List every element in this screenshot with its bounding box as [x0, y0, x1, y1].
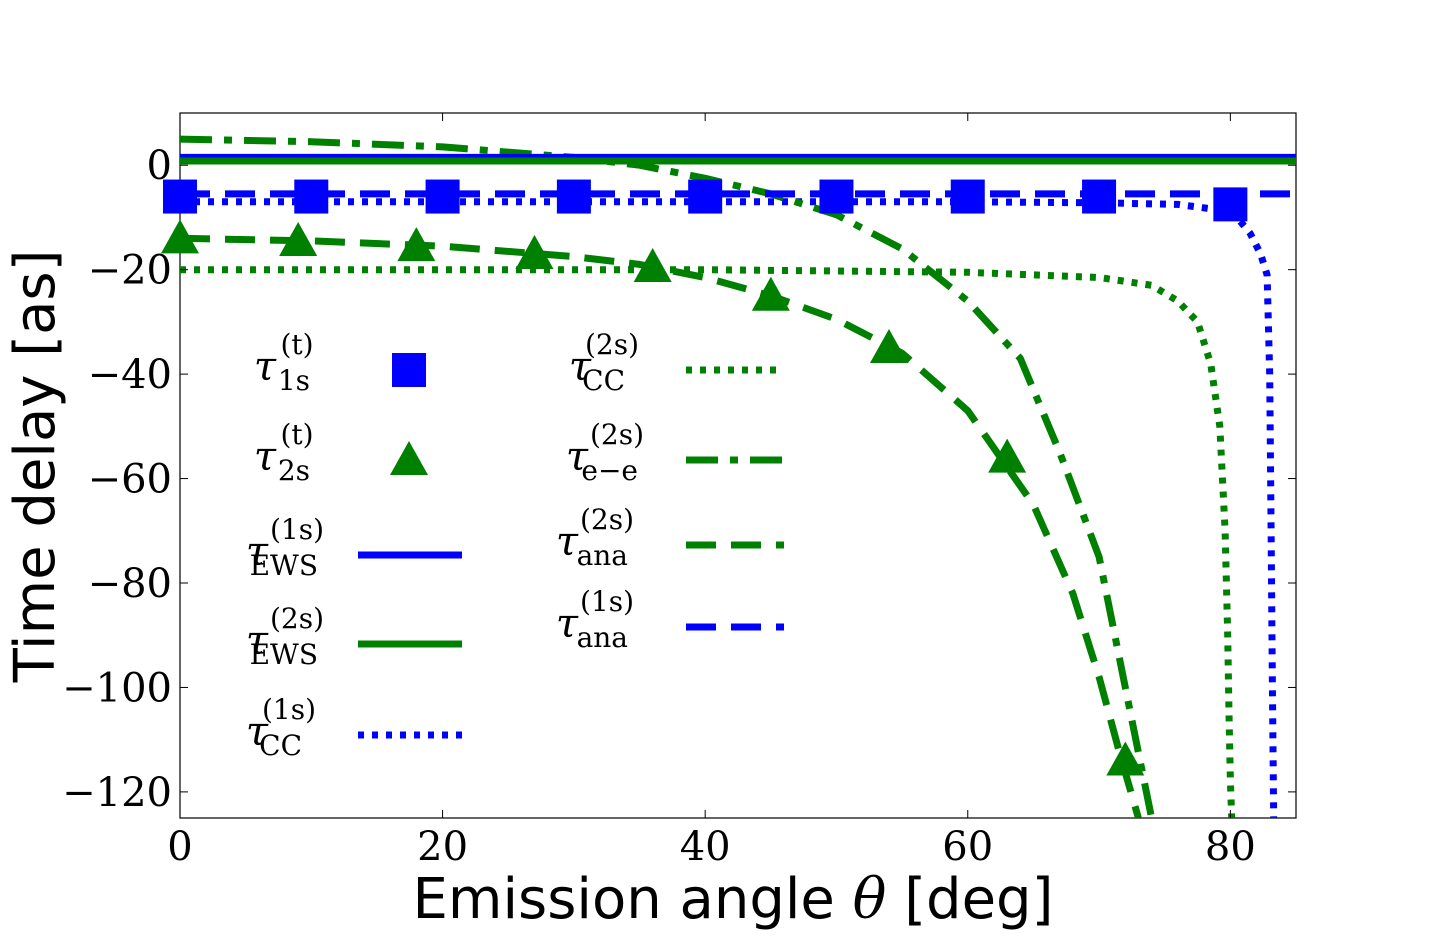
series-marker-1 — [633, 248, 672, 283]
legend-superscript: (2s) — [580, 503, 634, 536]
legend-marker — [392, 353, 426, 387]
legend-tau: τ — [254, 434, 277, 480]
legend-tau: τ — [569, 344, 592, 390]
x-tick-label: 60 — [942, 824, 993, 870]
series-marker-1 — [869, 329, 908, 363]
legend-superscript: (t) — [280, 418, 313, 451]
legend-tau: τ — [556, 601, 579, 647]
legend-tau: τ — [566, 434, 589, 480]
series-marker-0 — [1082, 179, 1117, 214]
series-line-6 — [180, 135, 1156, 818]
series-marker-0 — [950, 179, 985, 214]
y-tick-label: −120 — [62, 770, 172, 816]
series-marker-0 — [1213, 187, 1248, 222]
series-marker-1 — [397, 227, 436, 262]
x-tick-label: 20 — [417, 824, 468, 870]
x-tick-label: 80 — [1205, 824, 1256, 870]
legend-entry-3: EWS(2s)τ — [246, 602, 462, 671]
legend-superscript: (2s) — [590, 418, 644, 451]
legend-subscript: CC — [259, 729, 302, 762]
legend-superscript: (1s) — [270, 513, 324, 546]
curves — [180, 135, 1296, 818]
legend-subscript: ana — [577, 621, 628, 654]
x-tick-label: 0 — [167, 824, 192, 870]
legend-entry-6: e−e(2s)τ — [566, 418, 784, 487]
plot-frame — [179, 112, 1297, 819]
x-axis-label: Emission angle θ [deg] — [413, 867, 1054, 932]
series-marker-0 — [294, 179, 329, 214]
legend-subscript: CC — [582, 364, 625, 397]
legend-subscript: ana — [577, 539, 628, 572]
legend-subscript: 1s — [278, 364, 310, 397]
series-line-7 — [180, 234, 1142, 818]
series-marker-0 — [819, 179, 854, 214]
legend-superscript: (2s) — [270, 602, 324, 635]
legend-superscript: (t) — [280, 328, 313, 361]
series-marker-0 — [688, 179, 723, 214]
y-tick-label: −20 — [88, 248, 172, 294]
legend-subscript: 2s — [278, 454, 310, 487]
series-marker-0 — [163, 179, 197, 214]
series-marker-1 — [279, 221, 318, 256]
legend-entry-1: 2s(t)τ — [254, 418, 428, 487]
x-axis-label-before: Emission angle — [413, 867, 853, 932]
y-axis-ticks: 0 −20 −40 −60 −80 −100 −120 — [62, 143, 1296, 816]
series-marker-1 — [161, 219, 199, 254]
series-marker-0 — [556, 179, 591, 214]
legend-entry-0: 1s(t)τ — [254, 328, 426, 397]
legend-superscript: (2s) — [585, 328, 639, 361]
legend-tau: τ — [246, 709, 269, 755]
legend-entry-8: ana(1s)τ — [556, 585, 784, 654]
series-marker-0 — [425, 179, 460, 214]
legend-tau: τ — [254, 344, 277, 390]
legend-entry-7: ana(2s)τ — [556, 503, 784, 572]
legend-tau: τ — [246, 529, 269, 575]
series-marker-1 — [1106, 741, 1145, 776]
legend-entry-4: CC(1s)τ — [246, 693, 462, 762]
legend: 1s(t)τ2s(t)τEWS(1s)τEWS(2s)τCC(1s)τCC(2s… — [246, 328, 784, 762]
legend-entry-5: CC(2s)τ — [569, 328, 784, 397]
legend-subscript: EWS — [250, 638, 318, 671]
legend-subscript: e−e — [581, 454, 638, 487]
legend-marker — [390, 441, 428, 475]
legend-superscript: (1s) — [262, 693, 316, 726]
legend-entry-2: EWS(1s)τ — [246, 513, 462, 582]
legend-subscript: EWS — [250, 549, 318, 582]
x-axis-label-symbol: θ — [853, 867, 887, 932]
series-marker-1 — [988, 438, 1027, 473]
y-tick-label: 0 — [147, 143, 172, 189]
series-marker-1 — [751, 276, 790, 311]
legend-tau: τ — [556, 519, 579, 565]
x-axis-label-after: [deg] — [886, 867, 1053, 932]
x-axis-ticks: 0 20 40 60 80 — [167, 113, 1256, 870]
markers — [161, 179, 1248, 776]
legend-tau: τ — [246, 618, 269, 664]
y-tick-label: −60 — [88, 457, 172, 503]
y-axis-label: Time delay [as] — [3, 250, 68, 684]
series-marker-1 — [515, 235, 554, 269]
legend-superscript: (1s) — [580, 585, 634, 618]
y-tick-label: −80 — [88, 561, 172, 607]
y-tick-label: −100 — [62, 665, 172, 711]
x-tick-label: 40 — [680, 824, 731, 870]
y-tick-label: −40 — [88, 352, 172, 398]
